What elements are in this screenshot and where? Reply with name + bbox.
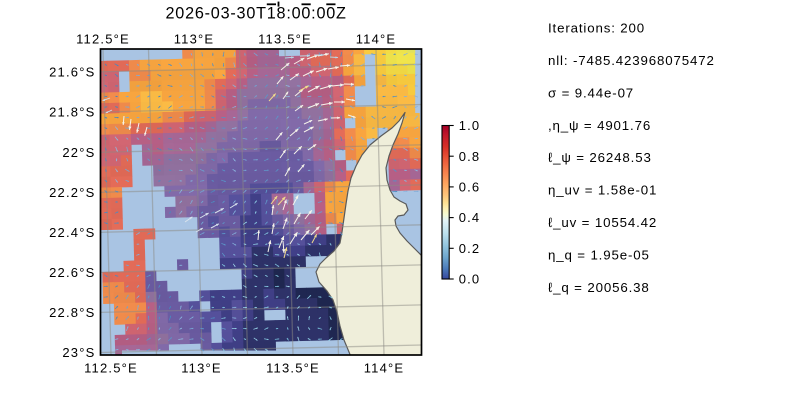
svg-text:0.0: 0.0 — [459, 272, 481, 287]
svg-text:22.4°S: 22.4°S — [49, 225, 95, 240]
svg-text:η_uv = 1.58e-01: η_uv = 1.58e-01 — [548, 183, 657, 198]
svg-text:112.5°E: 112.5°E — [76, 32, 130, 47]
svg-text:22°S: 22°S — [62, 145, 95, 160]
svg-text:ℓ_uv = 10554.42: ℓ_uv = 10554.42 — [548, 215, 657, 230]
svg-text:113°E: 113°E — [174, 32, 215, 47]
svg-text:113°E: 113°E — [181, 361, 222, 376]
svg-text:0.4: 0.4 — [459, 210, 481, 225]
svg-text:22.2°S: 22.2°S — [49, 185, 95, 200]
svg-text:112.5°E: 112.5°E — [84, 361, 138, 376]
svg-text:114°E: 114°E — [356, 32, 397, 47]
svg-text:22.8°S: 22.8°S — [49, 305, 95, 320]
svg-text:114°E: 114°E — [364, 361, 405, 376]
svg-text:23°S: 23°S — [62, 345, 95, 360]
svg-text:22.6°S: 22.6°S — [49, 265, 95, 280]
svg-text:113.5°E: 113.5°E — [266, 361, 320, 376]
svg-text:σ = 9.44e-07: σ = 9.44e-07 — [548, 85, 634, 100]
svg-text:113.5°E: 113.5°E — [258, 32, 312, 47]
svg-text:21.6°S: 21.6°S — [49, 64, 95, 79]
svg-text:1.0: 1.0 — [459, 118, 481, 133]
svg-text:Iterations: 200: Iterations: 200 — [548, 21, 645, 36]
svg-text:ℓ_q = 20056.38: ℓ_q = 20056.38 — [548, 280, 650, 295]
svg-text:nll: -7485.423968075472: nll: -7485.423968075472 — [548, 53, 715, 68]
svg-text:21.8°S: 21.8°S — [49, 105, 95, 120]
svg-text:ℓ_ψ = 26248.53: ℓ_ψ = 26248.53 — [548, 150, 652, 165]
svg-text:,η_ψ = 4901.76: ,η_ψ = 4901.76 — [548, 118, 651, 133]
svg-text:0.8: 0.8 — [459, 149, 481, 164]
svg-text:η_q = 1.95e-05: η_q = 1.95e-05 — [548, 247, 650, 262]
svg-text:0.6: 0.6 — [459, 180, 481, 195]
svg-text:0.2: 0.2 — [459, 241, 481, 256]
svg-text:2026-03-30T18:00:00Z: 2026-03-30T18:00:00Z — [166, 5, 347, 23]
